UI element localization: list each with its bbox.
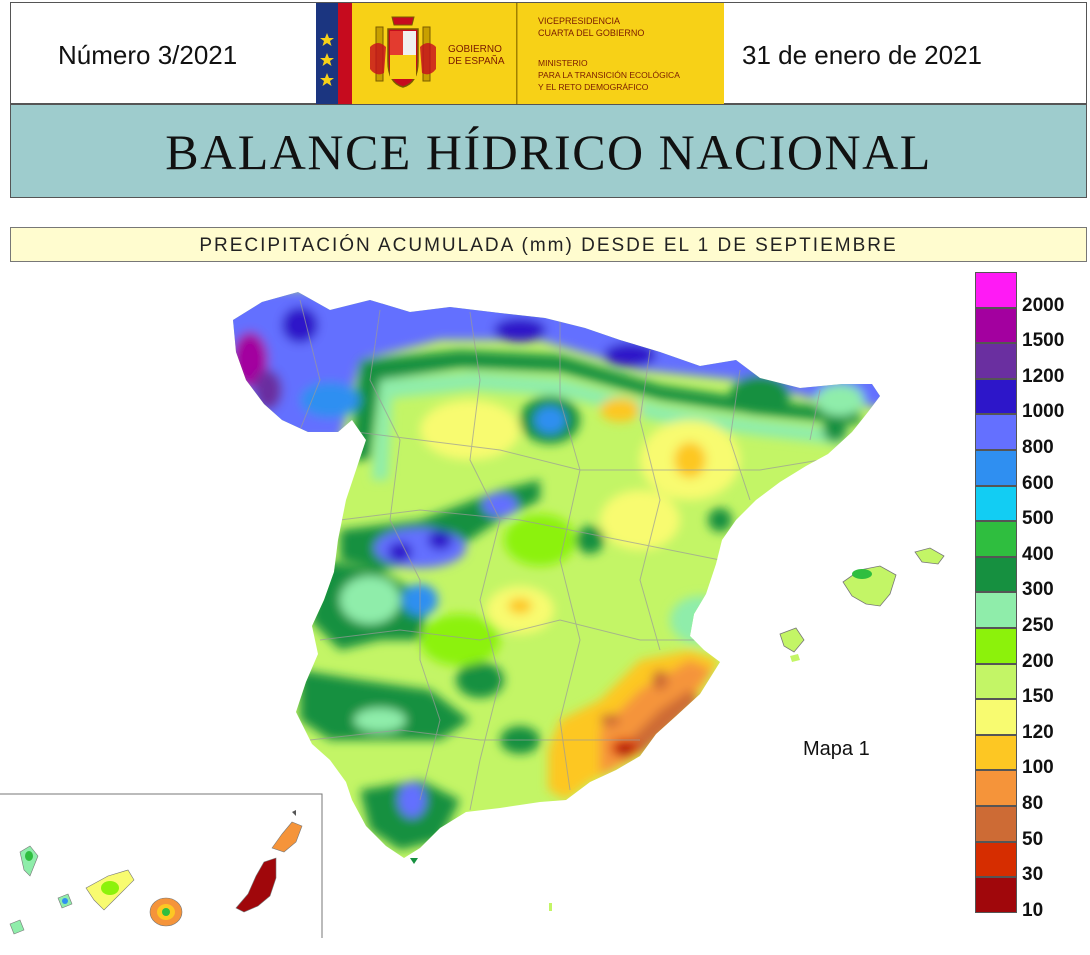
legend-label: 1200 [1022, 365, 1065, 387]
legend-label: 50 [1022, 828, 1044, 850]
legend-label: 10 [1022, 899, 1044, 921]
legend-swatch [975, 628, 1017, 664]
legend-label: 250 [1022, 615, 1054, 636]
government-logo: GOBIERNO DE ESPAÑA VICEPRESIDENCIA CUART… [316, 3, 724, 104]
legend-swatch [975, 414, 1017, 450]
subtitle-banner: PRECIPITACIÓN ACUMULADA (mm) DESDE EL 1 … [10, 227, 1087, 262]
legend-label: 400 [1022, 543, 1054, 565]
legend-label: 150 [1022, 686, 1054, 708]
legend-swatch [975, 806, 1017, 842]
legend-label: 2000 [1022, 294, 1065, 316]
logo-red-stripe [338, 3, 352, 104]
page-title: BALANCE HÍDRICO NACIONAL [165, 124, 932, 180]
logo-min-line1: MINISTERIO [538, 58, 588, 68]
coat-of-arms-icon [370, 16, 436, 88]
legend-label: 600 [1022, 472, 1054, 494]
legend-label: 120 [1022, 721, 1054, 743]
legend-label: 500 [1022, 508, 1054, 530]
balearic-islands [779, 547, 945, 662]
legend-label: 1500 [1022, 330, 1065, 352]
legend-swatch [975, 556, 1017, 593]
star-icon [320, 33, 334, 86]
legend-swatch [975, 734, 1017, 771]
legend-swatch [975, 699, 1017, 735]
legend-swatch [975, 378, 1017, 415]
legend-swatch [975, 592, 1017, 628]
logo-min-line2: PARA LA TRANSICIÓN ECOLÓGICA [538, 70, 680, 80]
map-label: Mapa 1 [803, 738, 870, 760]
legend-swatch [975, 521, 1017, 557]
canary-islands-inset [0, 793, 323, 938]
legend-swatch [975, 841, 1017, 878]
issue-number: Número 3/2021 [58, 40, 238, 70]
legend-swatch [975, 485, 1017, 522]
bulletin-date: 31 de enero de 2021 [742, 40, 982, 70]
logo-vp-line1: VICEPRESIDENCIA [538, 16, 620, 26]
legend-swatch [975, 343, 1017, 379]
logo-vp-line2: CUARTA DEL GOBIERNO [538, 28, 644, 38]
logo-gov-line2: DE ESPAÑA [448, 54, 505, 67]
legend-label: 80 [1022, 793, 1044, 814]
legend-label: 200 [1022, 650, 1054, 672]
legend-swatch [975, 877, 1017, 913]
legend-label: 30 [1022, 864, 1044, 886]
legend-label: 1000 [1022, 401, 1065, 423]
map-subtitle: PRECIPITACIÓN ACUMULADA (mm) DESDE EL 1 … [199, 235, 898, 256]
logo-divider [516, 3, 518, 104]
legend-swatch [975, 663, 1017, 700]
legend-label: 300 [1022, 579, 1054, 601]
legend-swatch [975, 450, 1017, 486]
legend-label: 100 [1022, 757, 1054, 779]
title-banner: BALANCE HÍDRICO NACIONAL [10, 104, 1087, 198]
legend-swatch [975, 307, 1017, 344]
legend-swatch [975, 770, 1017, 806]
legend-label: 800 [1022, 437, 1054, 458]
precipitation-map [0, 292, 945, 938]
logo-gov-line1: GOBIERNO [448, 44, 502, 55]
legend-swatch [975, 272, 1017, 308]
logo-min-line3: Y EL RETO DEMOGRÁFICO [538, 82, 649, 92]
